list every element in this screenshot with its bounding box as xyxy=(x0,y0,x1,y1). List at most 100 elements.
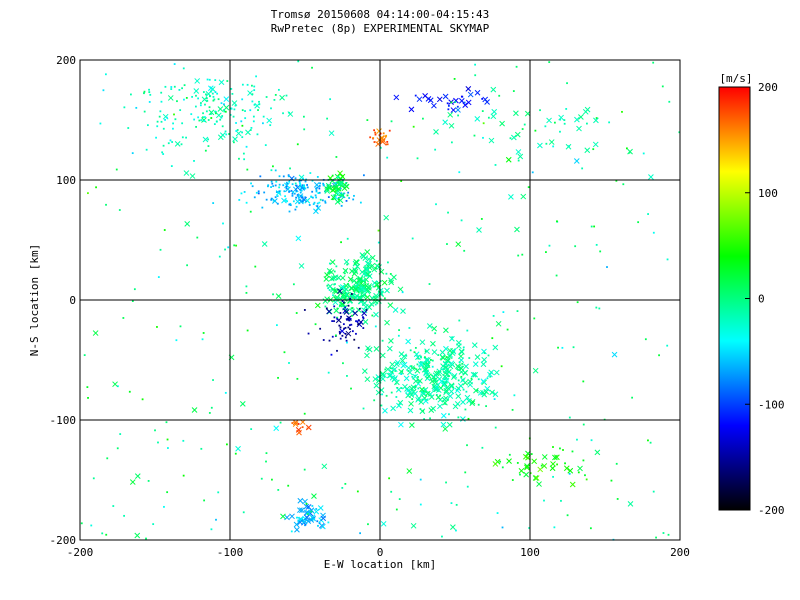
data-point-x xyxy=(450,524,456,531)
data-point-dot xyxy=(204,149,207,152)
y-tick-label: 0 xyxy=(69,294,76,307)
data-point-dot xyxy=(678,131,681,134)
data-point-x xyxy=(450,374,457,381)
data-point-x xyxy=(345,330,352,337)
data-point-dot xyxy=(378,263,381,266)
data-point-dot xyxy=(182,474,185,477)
data-point-x xyxy=(436,96,443,103)
data-point-dot xyxy=(338,304,341,307)
data-point-dot xyxy=(173,113,175,116)
data-point-dot xyxy=(230,107,233,110)
data-point-dot xyxy=(149,93,152,96)
data-point-dot xyxy=(482,122,485,125)
data-point-dot xyxy=(512,90,515,92)
data-point-dot xyxy=(414,385,417,388)
data-point-dot xyxy=(342,323,345,326)
data-point-x xyxy=(480,378,487,385)
data-point-dot xyxy=(303,468,306,471)
data-point-dot xyxy=(352,198,355,201)
data-point-dot xyxy=(419,478,422,481)
data-point-x xyxy=(470,371,477,378)
data-point-dot xyxy=(319,198,322,201)
data-point-dot xyxy=(254,265,257,268)
data-point-dot xyxy=(599,250,602,253)
data-point-x xyxy=(592,141,599,148)
data-point-dot xyxy=(112,505,115,507)
data-point-dot xyxy=(326,284,329,287)
data-point-dot xyxy=(161,151,164,154)
data-point-x xyxy=(346,315,352,321)
data-point-dot xyxy=(339,289,342,291)
data-point-dot xyxy=(339,326,342,329)
data-point-dot xyxy=(282,184,285,187)
data-point-dot xyxy=(395,396,398,398)
data-point-dot xyxy=(314,323,317,326)
data-point-dot xyxy=(251,185,254,188)
data-point-x xyxy=(287,111,294,117)
data-point-dot xyxy=(279,421,282,424)
data-point-dot xyxy=(241,83,244,86)
data-point-dot xyxy=(498,94,501,97)
data-point-dot xyxy=(278,175,281,178)
data-point-dot xyxy=(158,115,161,118)
data-point-dot xyxy=(208,412,211,414)
data-point-dot xyxy=(350,323,353,326)
data-point-x xyxy=(454,401,461,407)
data-point-dot xyxy=(461,365,464,368)
data-point-x xyxy=(455,107,461,113)
data-point-dot xyxy=(445,356,448,358)
data-point-dot xyxy=(357,319,360,322)
data-point-dot xyxy=(530,453,533,455)
data-point-dot xyxy=(270,198,273,201)
data-point-x xyxy=(491,108,498,115)
data-point-x xyxy=(458,98,465,104)
data-point-x xyxy=(298,198,304,205)
data-point-x xyxy=(387,302,394,308)
data-point-x xyxy=(129,479,136,485)
data-point-dot xyxy=(300,194,302,197)
data-point-x xyxy=(563,465,570,472)
data-point-x xyxy=(301,518,308,525)
data-point-dot xyxy=(421,398,424,401)
data-point-dot xyxy=(316,176,319,178)
colorbar-ticks: 200 100 0 -100 -200 xyxy=(745,81,785,517)
data-point-dot xyxy=(92,477,95,480)
data-point-dot xyxy=(270,107,272,110)
data-point-dot xyxy=(615,179,618,182)
data-point-dot xyxy=(218,255,221,258)
data-point-dot xyxy=(397,334,400,337)
data-point-x xyxy=(648,174,654,180)
data-point-x xyxy=(354,293,360,299)
chart-title: Tromsø 20150608 04:14:00-04:15:43 xyxy=(271,8,490,21)
data-point-dot xyxy=(360,292,363,294)
data-point-dot xyxy=(568,416,571,419)
data-point-x xyxy=(382,407,388,414)
data-point-x xyxy=(364,260,371,267)
data-point-x xyxy=(484,99,490,105)
data-point-x xyxy=(385,366,391,373)
data-point-dot xyxy=(304,180,307,183)
data-point-x xyxy=(481,356,488,363)
data-point-dot xyxy=(346,237,349,240)
data-point-dot xyxy=(105,203,107,206)
data-point-dot xyxy=(424,356,426,359)
data-point-dot xyxy=(346,194,349,197)
data-point-dot xyxy=(460,375,463,378)
data-point-dot xyxy=(274,93,277,96)
data-point-dot xyxy=(435,203,437,206)
data-point-dot xyxy=(283,190,286,193)
data-point-dot xyxy=(407,370,410,372)
data-point-x xyxy=(305,424,312,431)
data-point-dot xyxy=(437,354,440,356)
data-point-x xyxy=(294,526,300,533)
data-point-x xyxy=(381,372,387,379)
data-point-dot xyxy=(238,157,240,160)
data-point-x xyxy=(469,400,476,407)
data-point-dot xyxy=(154,429,156,432)
data-point-x xyxy=(297,507,303,514)
data-point-dot xyxy=(162,153,165,155)
data-point-dot xyxy=(209,113,212,115)
data-point-dot xyxy=(253,89,256,92)
data-point-dot xyxy=(315,508,318,510)
data-point-dot xyxy=(661,85,664,88)
